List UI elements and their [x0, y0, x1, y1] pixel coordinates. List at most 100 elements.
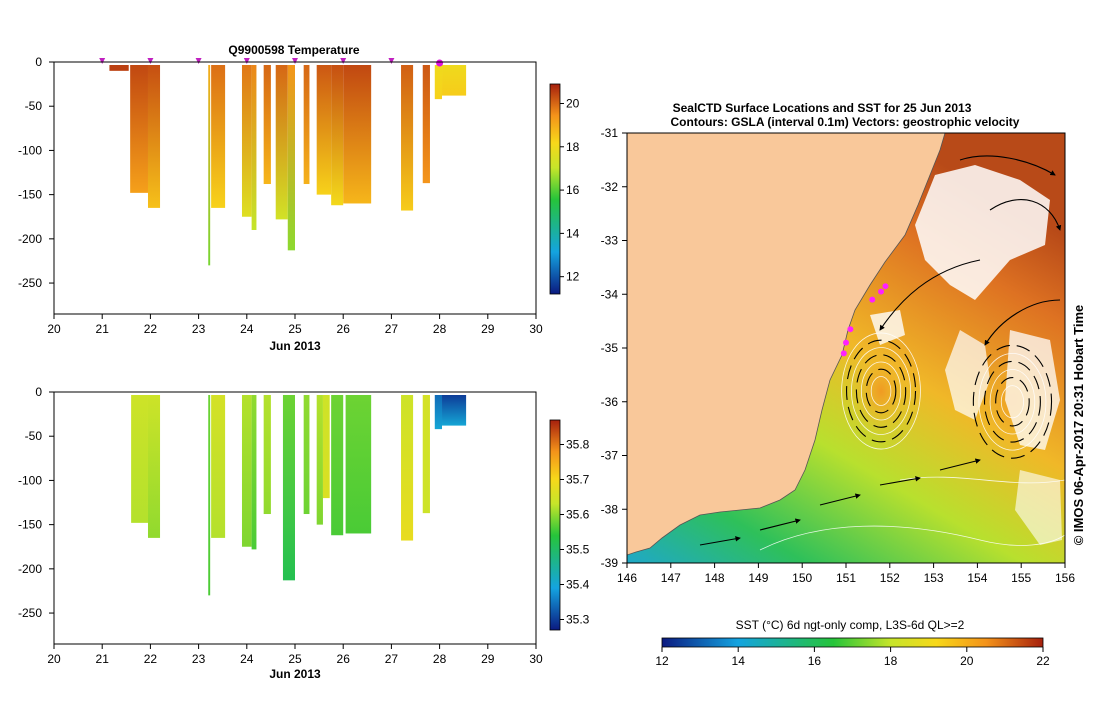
profile-bar: [422, 395, 430, 514]
salinity-panel: 20 21 22 23 24 25 26 27 28 29 30 0 -50 -100 -150 -200 -…: [18, 385, 590, 681]
sst-colorbar-tick-label: 18: [884, 654, 898, 668]
x-tick-label: 26: [337, 652, 351, 666]
profile-bar: [251, 65, 257, 230]
x-tick-label: 21: [96, 652, 110, 666]
profile-markers: [99, 58, 444, 67]
profile-bar: [316, 395, 323, 525]
y-tick-label: -200: [18, 232, 42, 246]
lat-tick-label: -32: [601, 180, 619, 194]
profile-bar: [251, 395, 257, 550]
profile-marker: [388, 58, 395, 64]
profile-bar: [303, 65, 310, 185]
lat-tick-label: -39: [601, 556, 619, 570]
y-tick-label: -150: [18, 188, 42, 202]
profile-bar: [208, 395, 211, 596]
profile-bar: [147, 395, 161, 538]
x-tick-label: 23: [192, 322, 206, 336]
colorbar-tick-label: 35.7: [566, 473, 590, 487]
x-tick-label: 22: [144, 652, 158, 666]
lon-tick-label: 151: [836, 571, 856, 585]
salinity-xlabel: Jun 2013: [269, 667, 321, 681]
y-tick-label: -150: [18, 518, 42, 532]
seal-location-dot: [882, 283, 889, 290]
lon-tick-label: 153: [924, 571, 944, 585]
map-content: [627, 133, 1065, 563]
profile-marker: [99, 58, 106, 64]
profile-marker: [292, 58, 298, 64]
profile-bar: [211, 65, 226, 208]
profile-marker: [243, 58, 250, 64]
profile-bar: [275, 65, 288, 220]
profile-bar: [401, 395, 414, 541]
profile-bar: [241, 395, 252, 547]
x-tick-label: 25: [288, 652, 302, 666]
lon-tick-label: 150: [792, 571, 812, 585]
profile-bar: [208, 65, 211, 266]
sst-map-panel: SealCTD Surface Locations and SST for 25…: [601, 101, 1086, 668]
y-tick-label: -100: [18, 473, 42, 487]
lon-tick-label: 149: [748, 571, 768, 585]
lon-tick-label: 154: [967, 571, 987, 585]
temperature-colorbar-ticks: 12 14 16 18 20: [560, 96, 580, 284]
x-tick-label: 30: [529, 652, 543, 666]
profile-bar: [401, 65, 414, 211]
lat-tick-label: -36: [601, 395, 619, 409]
colorbar-tick-label: 14: [566, 226, 580, 240]
profile-bar: [263, 65, 271, 185]
map-lon-ticks: 146 147 148 149 150 151 152 153 154 155 156: [617, 563, 1075, 585]
colorbar-tick-label: 18: [566, 140, 580, 154]
lon-tick-label: 152: [880, 571, 900, 585]
profile-bar: [434, 65, 443, 100]
land-australia: [627, 133, 946, 556]
profile-bar: [331, 65, 344, 206]
sst-colorbar-tick-label: 22: [1036, 654, 1050, 668]
gsla-contours: [759, 332, 1065, 551]
x-tick-label: 29: [481, 652, 495, 666]
profile-bar: [422, 65, 430, 184]
colorbar-tick-label: 16: [566, 183, 580, 197]
x-tick-label: 23: [192, 652, 206, 666]
temperature-colorbar: [549, 83, 561, 295]
lon-tick-label: 155: [1011, 571, 1031, 585]
imos-credit: © IMOS 06-Apr-2017 20:31 Hobart Time: [1071, 305, 1086, 546]
lon-tick-label: 146: [617, 571, 637, 585]
x-tick-label: 25: [288, 322, 302, 336]
lon-tick-label: 156: [1055, 571, 1075, 585]
sst-colorbar-tick-label: 12: [655, 654, 669, 668]
seal-location-dot: [847, 326, 854, 333]
lat-tick-label: -33: [601, 234, 619, 248]
y-tick-label: -250: [18, 606, 42, 620]
x-tick-label: 30: [529, 322, 543, 336]
profile-bar: [316, 65, 332, 195]
profile-bar: [131, 395, 148, 523]
salinity-y-ticks: 0 -50 -100 -150 -200 -250: [18, 385, 54, 620]
profile-bar: [345, 395, 372, 534]
temperature-profiles: [109, 65, 467, 266]
temperature-x-ticks: 20 21 22 23 24 25 26 27 28 29 30: [47, 314, 543, 336]
lat-tick-label: -35: [601, 341, 619, 355]
lon-tick-label: 147: [661, 571, 681, 585]
y-tick-label: -50: [25, 429, 43, 443]
colorbar-tick-label: 35.3: [566, 613, 590, 627]
x-tick-label: 22: [144, 322, 158, 336]
profile-bar: [303, 395, 310, 515]
y-tick-label: 0: [35, 55, 42, 69]
seal-surface-locations: [840, 283, 889, 357]
sst-colorbar-label: SST (°C) 6d ngt-only comp, L3S-6d QL>=2: [736, 618, 965, 632]
y-tick-label: -250: [18, 276, 42, 290]
profile-marker: [340, 58, 347, 64]
x-tick-label: 29: [481, 322, 495, 336]
temperature-panel: Q9900598 Temperature 20 21 22 23 24 25 26 27 28 2…: [18, 43, 580, 353]
profile-marker: [147, 58, 154, 64]
y-tick-label: -200: [18, 562, 42, 576]
profile-bar: [263, 395, 271, 515]
warm-eddy-west: [851, 347, 911, 435]
lat-tick-label: -31: [601, 126, 619, 140]
salinity-colorbar-ticks: 35.3 35.4 35.5 35.6 35.7 35.8: [560, 438, 590, 627]
colorbar-tick-label: 12: [566, 270, 580, 284]
seal-location-dot: [878, 288, 885, 295]
salinity-x-ticks: 20 21 22 23 24 25 26 27 28 29 30: [47, 644, 543, 666]
profile-bar: [343, 65, 372, 204]
profile-bar: [282, 395, 295, 581]
sst-colorbar-tick-label: 20: [960, 654, 974, 668]
